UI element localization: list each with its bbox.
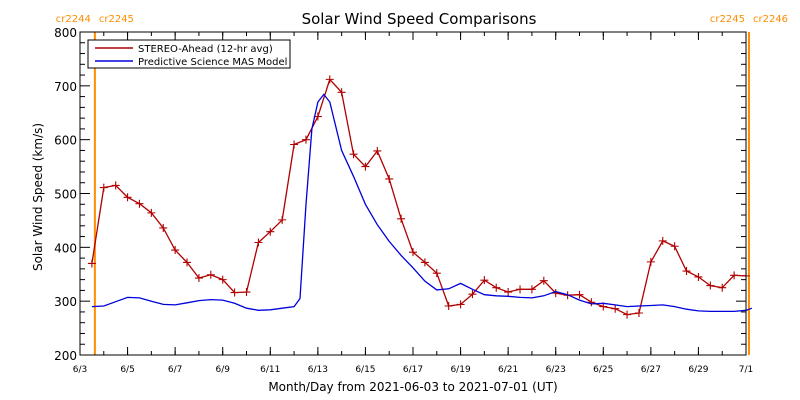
plot-frame [79,31,747,356]
series-point-marker [646,257,655,266]
legend-box [87,39,291,69]
chart-title: Solar Wind Speed Comparisons [302,10,537,28]
x-tick-label: 6/5 [120,365,134,375]
series-point-marker [730,271,739,280]
series-point-marker [206,270,215,279]
series-point-marker [444,302,453,311]
series-point-marker [123,193,132,202]
series-point-marker [373,146,382,155]
series-point-marker [420,258,429,267]
y-axis-label: Solar Wind Speed (km/s) [31,123,45,271]
legend: STEREO-Ahead (12-hr avg) Predictive Scie… [87,39,291,69]
series-point-marker [159,223,168,232]
y-tick-label-600: 600 [54,134,77,148]
series-point-marker [539,276,548,285]
series-point-marker [194,274,203,283]
series-point-marker [468,290,477,299]
series-point-marker [135,199,144,208]
series-point-marker [504,288,513,297]
series-point-marker [385,174,394,183]
series-point-marker [587,298,596,307]
legend-label-mas: Predictive Science MAS Model [138,57,287,68]
x-tick-label: 6/15 [355,365,375,375]
y-tick-label-700: 700 [54,80,77,94]
series-point-marker [634,309,643,318]
series-point-marker [409,248,417,257]
series-point-marker [432,269,441,278]
series-point-marker [254,238,263,247]
series-point-marker [527,285,536,294]
x-tick-label: 6/9 [215,365,230,375]
series-point-marker [301,135,310,144]
carrington-label-right-0: cr2245 [99,14,134,25]
x-tick-label: 6/23 [546,365,566,375]
series-point-marker [87,259,96,268]
x-tick-label: 6/7 [168,365,182,375]
series-point-marker [230,288,239,297]
series-point-marker [516,285,525,294]
x-tick-label: 6/13 [308,365,328,375]
x-tick-label: 6/3 [73,365,87,375]
series-point-marker [337,88,346,97]
series-point-marker [670,242,679,251]
series-point-marker [183,258,192,267]
series-point-marker [111,181,120,190]
series-point-marker [266,227,275,236]
y-tick-label-400: 400 [54,241,77,255]
carrington-label-left-0: cr2244 [56,14,91,25]
series-point-marker [623,310,632,319]
series-point-marker [290,140,299,149]
series-point-marker [575,290,584,299]
x-tick-label: 7/1 [739,365,753,375]
x-tick-label: 6/27 [641,365,661,375]
y-tick-label-500: 500 [54,188,77,202]
series-lines [87,75,753,319]
x-tick-label: 6/25 [593,365,613,375]
series-point-marker [218,275,227,284]
legend-label-stereo: STEREO-Ahead (12-hr avg) [138,44,273,55]
series-point-marker [492,283,501,292]
x-tick-label: 6/21 [498,365,518,375]
series-point-marker [99,183,108,192]
carrington-markers: cr2244 cr2245 cr2245 cr2246 [56,14,788,355]
series-point-marker [242,288,251,297]
series-point-marker [456,300,465,309]
series-point-marker [718,283,727,292]
x-tick-label: 6/17 [403,365,423,375]
y-tick-label-200: 200 [54,349,77,363]
series-point-marker [171,246,180,255]
series-point-marker [147,208,156,217]
y-tick-label-300: 300 [54,295,77,309]
series-point-marker [397,214,406,223]
series-point-marker [682,267,691,276]
y-tick-label-800: 800 [54,26,77,40]
series-point-marker [706,281,715,290]
series-point-marker [278,215,287,224]
series-point-marker [611,304,620,313]
carrington-label-left-1: cr2245 [710,14,745,25]
series-point-marker [480,276,489,285]
series-point-marker [325,75,334,84]
carrington-label-right-1: cr2246 [753,14,788,25]
series-line-1 [91,93,753,313]
series-point-marker [658,236,667,245]
series-point-marker [361,162,370,171]
axis-ticks: 200 300 400 500 600 700 800 6/3 6/5 6/7 6/9 6/11 6/1… [54,26,753,375]
x-tick-label: 6/11 [260,365,280,375]
series-point-marker [349,150,358,159]
series-point-marker [694,272,703,281]
x-tick-label: 6/29 [688,365,708,375]
x-tick-label: 6/19 [450,365,470,375]
x-axis-label: Month/Day from 2021-06-03 to 2021-07-01 … [268,380,557,394]
